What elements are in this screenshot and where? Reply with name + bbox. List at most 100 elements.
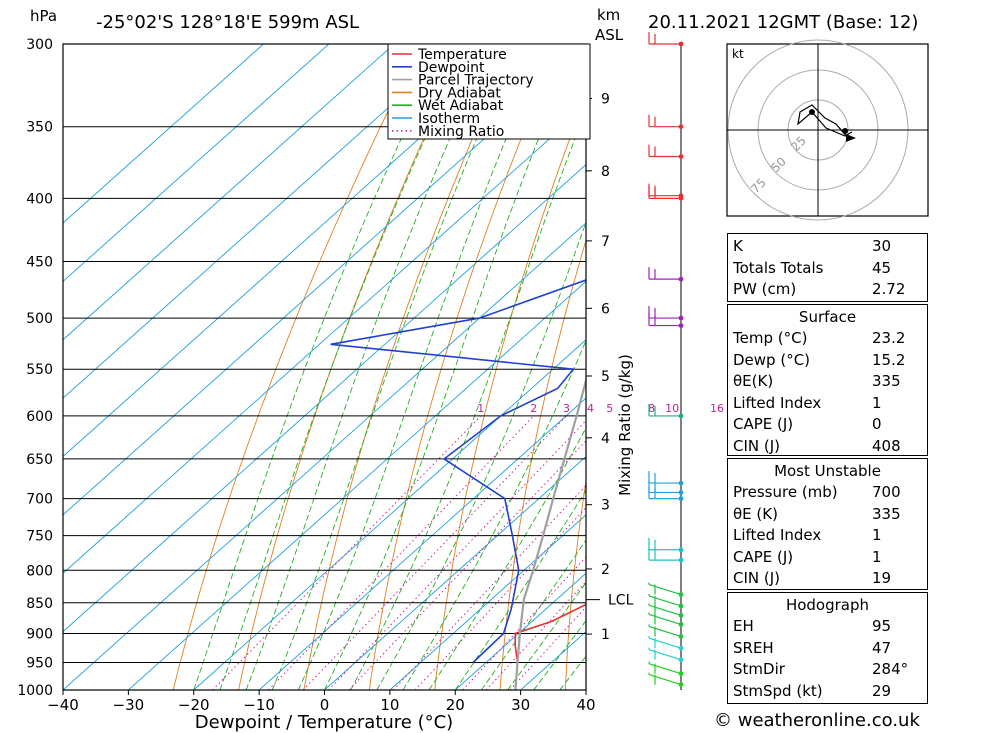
dry-adiabat-line	[936, 44, 977, 690]
panel-row: θE(K) 335	[733, 372, 901, 390]
mixing-ratio-value: 8	[648, 402, 655, 415]
isotherm-line	[454, 572, 586, 690]
isotherm-line	[63, 44, 460, 399]
wet-adiabat-line	[507, 581, 586, 690]
isotherm-line	[63, 44, 526, 458]
mixing-ratio-value: 5	[606, 402, 613, 415]
hodograph-unit-label: kt	[732, 47, 744, 61]
pressure-tick-label: 800	[26, 563, 53, 579]
isotherm-line	[128, 280, 586, 690]
panel-row: Temp (°C) 23.2	[733, 329, 906, 347]
panel-title: Most Unstable	[774, 462, 881, 480]
wind-barb	[648, 593, 684, 609]
temperature-tick-label: 30	[511, 696, 530, 714]
pressure-tick-label: 550	[26, 362, 53, 378]
isotherms	[63, 44, 586, 690]
plot-frame	[62, 43, 587, 691]
pressure-tick-label: 600	[26, 409, 53, 425]
panel-row: Lifted Index 1	[733, 393, 882, 412]
mixing-ratio-line	[348, 440, 586, 690]
km-tick-label: 5	[601, 369, 610, 385]
dry-adiabat-line	[368, 44, 561, 690]
pressure-tick-label: 750	[26, 529, 53, 545]
isotherm-line	[63, 105, 586, 574]
wind-barb	[648, 537, 684, 553]
panel-row: StmSpd (kt) 29	[733, 681, 892, 700]
isotherm-line	[63, 47, 586, 516]
temperature-tick-label: 10	[380, 696, 399, 714]
hodograph-point	[809, 109, 815, 115]
pressure-tick-label: 350	[26, 120, 53, 136]
wind-barb	[648, 144, 684, 159]
mixing-ratio-line	[302, 415, 567, 690]
hodograph-stats-panel: Hodograph EH 95 SREH 47 StmDir 284° StmSpd (kt)…	[727, 592, 928, 704]
panel-row: Pressure (mb) 700	[733, 483, 901, 501]
panel-row: K 30	[733, 237, 892, 255]
pressure-tick-label: 500	[26, 311, 53, 327]
hodograph-trace	[797, 104, 853, 139]
lcl-label: LCL	[608, 593, 634, 609]
isotherm-line	[324, 455, 586, 690]
temperature-tick-label: −10	[243, 696, 275, 714]
legend-entry: Wet Adiabat	[418, 98, 504, 114]
km-tick-label: 1	[601, 627, 610, 643]
temperature-tick-label: 40	[576, 696, 595, 714]
panel-row: CIN (J) 408	[733, 436, 901, 455]
isotherm-line	[258, 397, 586, 690]
wind-barb	[648, 582, 684, 597]
panel-row: Totals Totals 45	[733, 258, 892, 277]
panel-row: CAPE (J) 0	[733, 415, 882, 433]
datetime-title: 20.11.2021 12GMT (Base: 12)	[648, 12, 918, 33]
panel-title: Surface	[798, 308, 857, 326]
wind-barb	[648, 672, 684, 688]
temperature-line	[514, 603, 586, 690]
temperature-tick-label: 0	[320, 696, 330, 714]
wet-adiabat-line	[219, 44, 470, 690]
wind-barb	[648, 186, 684, 201]
km-tick-label: 6	[601, 301, 610, 317]
mixing-ratio-line	[212, 415, 482, 690]
panel-row: SREH 47	[733, 638, 892, 657]
mixing-ratio-lines	[212, 415, 586, 690]
legend-entry: Dry Adiabat	[418, 85, 501, 101]
panel-row: Dewp (°C) 15.2	[733, 350, 906, 369]
mixing-ratio-axis-label: Mixing Ratio (g/kg)	[616, 354, 634, 496]
isobars	[63, 44, 586, 690]
footer-credit[interactable]: © weatheronline.co.uk	[714, 710, 920, 731]
wind-barb	[648, 548, 684, 563]
pressure-tick-label: 900	[26, 626, 53, 642]
mixing-ratio-value: 1	[477, 402, 484, 415]
isotherm-line	[63, 44, 330, 283]
wet-adiabat-line	[533, 620, 586, 690]
legend-entry: Dewpoint	[418, 60, 485, 76]
dry-adiabat-line	[172, 44, 422, 690]
mixing-ratio-line	[268, 415, 535, 690]
legend-entry: Parcel Trajectory	[418, 73, 534, 89]
dewpoint-line	[330, 279, 586, 664]
axis-ticks: 3003504004505005506006507007508008509009…	[17, 37, 633, 714]
isotherm-line	[63, 44, 395, 341]
most-unstable-panel: Most Unstable Pressure (mb) 700 θE (K) 335 Li…	[727, 458, 928, 590]
surface-panel: Surface Temp (°C) 23.2 Dewp (°C) 15.2 θE(K) 33…	[727, 304, 928, 456]
x-axis-label: Dewpoint / Temperature (°C)	[195, 712, 453, 733]
dry-adiabat-line	[564, 478, 586, 690]
wind-barb	[648, 183, 684, 199]
panel-row: PW (cm) 2.72	[733, 280, 906, 298]
wet-adiabat-line	[193, 44, 447, 690]
wind-barb	[648, 486, 684, 502]
location-title: -25°02'S 128°18'E 599m ASL	[96, 12, 359, 33]
pressure-tick-label: 650	[26, 452, 53, 468]
km-unit-label: km	[597, 6, 620, 24]
parcel-trajectory-line	[514, 376, 586, 690]
wet-adiabat-line	[376, 220, 586, 690]
wind-barb	[648, 313, 684, 328]
wet-adiabat-line	[428, 426, 586, 690]
storm-motion-arrow	[846, 134, 856, 142]
pressure-tick-label: 700	[26, 492, 53, 508]
pressure-tick-label: 850	[26, 596, 53, 612]
legend-entry: Mixing Ratio	[418, 124, 504, 140]
wind-barb	[648, 603, 684, 618]
legend-entry: Isotherm	[418, 111, 480, 127]
